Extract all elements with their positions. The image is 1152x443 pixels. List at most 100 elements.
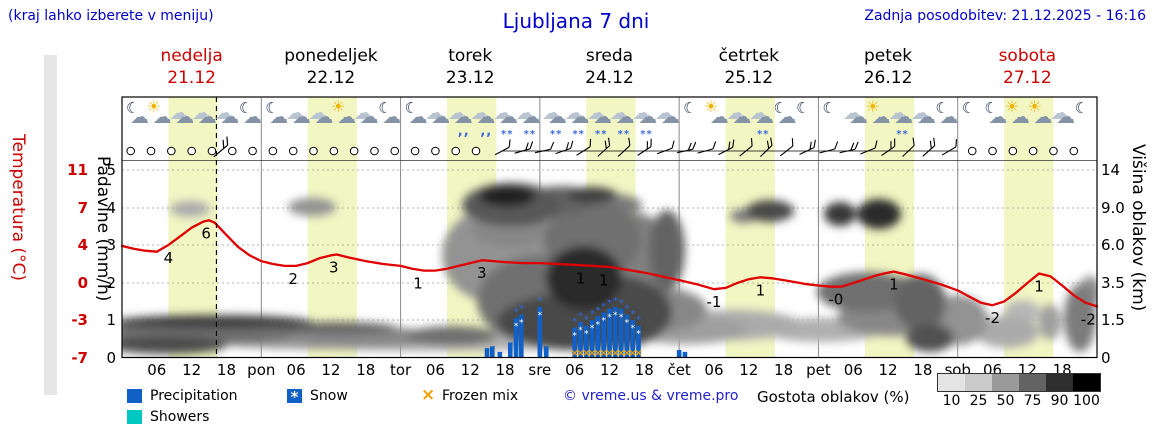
moon-icon: ☾ (961, 99, 976, 117)
precip-tick-0: 0 (106, 348, 116, 367)
frozen-mix-legend-label: Frozen mix (442, 388, 519, 404)
cloud-icon: ☁ ☁ (308, 102, 334, 128)
svg-text:*: * (514, 322, 519, 332)
svg-text:*: * (519, 303, 524, 314)
cloud-icon: ☁ ☁ (214, 102, 240, 128)
svg-text:*: * (590, 324, 595, 334)
x-tick-26.12-12: 12 (878, 361, 898, 379)
svg-text:×: × (634, 348, 642, 359)
svg-text:×: × (582, 348, 590, 359)
day-name-27.12: sobota (998, 46, 1057, 66)
temp-tick-0: 0 (77, 274, 88, 292)
cloud-tick-6.0: 6.0 (1101, 236, 1125, 254)
svg-text:*: * (613, 311, 618, 321)
svg-text:*: * (601, 317, 606, 327)
cloud-tick-14: 14 (1101, 161, 1121, 179)
day-date-24.12: 24.12 (585, 68, 634, 88)
moon-cloud-icon: ☾ ☁ (935, 99, 959, 128)
day-date-22.12: 22.12 (306, 68, 356, 88)
density-cell-90 (1046, 374, 1073, 391)
cloud-density-legend-label: Gostota oblakov (%) (757, 388, 910, 406)
svg-text:*: * (607, 313, 612, 323)
svg-text:1: 1 (756, 281, 766, 299)
moon-cloud-icon: ☾ ☁ (239, 99, 262, 128)
cloud-icon: ☁ ☁ (1050, 102, 1076, 128)
moon-cloud-icon: ☾ ☁ (984, 99, 1008, 128)
cloud-icon: ☁ ☁ (191, 102, 217, 128)
day-name-24.12: sreda (585, 46, 634, 66)
svg-text:1: 1 (413, 275, 423, 293)
svg-text:1: 1 (1034, 278, 1044, 296)
temp-tick--3: -3 (71, 311, 88, 329)
moon-icon: ☾ (796, 99, 810, 117)
cloud-icon: ☁ ☁ (169, 102, 195, 128)
svg-text:4: 4 (164, 249, 174, 267)
cloud-icon: ☁ ☁ (726, 102, 752, 128)
left-gray-strip (44, 55, 57, 395)
density-label-100: 100 (1073, 393, 1100, 409)
svg-text:*: * (636, 330, 641, 340)
svg-text:-2: -2 (985, 309, 1000, 327)
precip-tick-3: 3 (106, 236, 116, 254)
x-tick-23.12-18: 18 (495, 361, 515, 379)
moon-cloud-icon: ☾ ☁ (265, 99, 289, 128)
svg-text:*: * (619, 298, 624, 309)
precip-tick-1: 1 (106, 311, 116, 329)
moon-cloud-icon: ☾ ☁ (126, 99, 149, 128)
x-tick-22.12-12: 12 (321, 361, 341, 379)
density-cell-100 (1073, 374, 1100, 391)
sun-cloud-icon: ☀ ☁ (703, 97, 729, 128)
svg-text:×: × (570, 348, 578, 359)
svg-text:×: × (611, 348, 619, 359)
svg-text:1: 1 (599, 271, 609, 289)
snow-legend-label: Snow (310, 388, 348, 404)
density-cell-25 (965, 374, 992, 391)
cloud-snow-icon: ☁ ☁ ** (748, 102, 774, 140)
x-tick-22.12-18: 18 (356, 361, 376, 379)
moon-cloud-icon: ☾ ☁ (378, 99, 402, 128)
moon-icon: ☾ (683, 99, 697, 117)
cloud-snow-icon: ☁ ☁ ** (515, 102, 541, 140)
precipitation-swatch (127, 389, 142, 403)
cloud-icon: ☁ ☁ (425, 102, 451, 128)
copyright-link[interactable]: © vreme.us & vreme.pro (563, 388, 739, 404)
density-cell-75 (1019, 374, 1046, 391)
cloud-tick-1.5: 1.5 (1101, 311, 1125, 329)
svg-text:*: * (624, 303, 629, 314)
precipitation-axis-title: Padavine (mm/h) (93, 156, 113, 302)
x-day-abbrev-sre: sre (528, 361, 552, 379)
x-tick-24.12-18: 18 (634, 361, 654, 379)
x-tick-21.12-12: 12 (182, 361, 202, 379)
showers-legend-label: Showers (150, 409, 210, 425)
x-tick-21.12-06: 06 (147, 361, 167, 379)
cloud-icon: ☁ ☁ (843, 102, 869, 128)
svg-text:*: * (625, 318, 630, 328)
svg-text:*: * (607, 298, 612, 309)
temp-tick--7: -7 (71, 348, 88, 367)
day-date-26.12: 26.12 (863, 68, 913, 88)
moon-icon: ☾ (822, 99, 836, 117)
svg-text:×: × (629, 348, 637, 359)
svg-text:3: 3 (477, 264, 487, 282)
cloud-drizzle-icon: ☁ ☁,, (447, 102, 473, 139)
frozen-mix-icon: × (421, 385, 436, 405)
svg-text:3: 3 (329, 259, 339, 277)
svg-text:2: 2 (288, 270, 298, 288)
svg-text:*: * (630, 324, 635, 334)
density-label-10: 10 (942, 393, 961, 409)
day-date-21.12: 21.12 (167, 68, 216, 88)
day-date-25.12: 25.12 (724, 68, 774, 88)
svg-text:*: * (590, 309, 595, 320)
cloud-snow-icon: ☁ ☁ ** (541, 102, 567, 140)
svg-text:*: * (596, 320, 601, 330)
cloud-tick-0: 0 (1101, 348, 1111, 367)
svg-text:1: 1 (889, 276, 899, 294)
x-tick-25.12-18: 18 (774, 361, 794, 379)
precip-tick-2: 2 (106, 274, 116, 292)
cloud-tick-9.0: 9.0 (1101, 199, 1125, 217)
svg-text:×: × (588, 348, 596, 359)
svg-text:-2: -2 (1081, 310, 1096, 328)
cloud-icon: ☁ ☁ (654, 102, 680, 128)
last-update-text: Zadnja posodobitev: 21.12.2025 - 16:16 (864, 8, 1146, 24)
x-day-abbrev-čet: čet (667, 361, 691, 379)
